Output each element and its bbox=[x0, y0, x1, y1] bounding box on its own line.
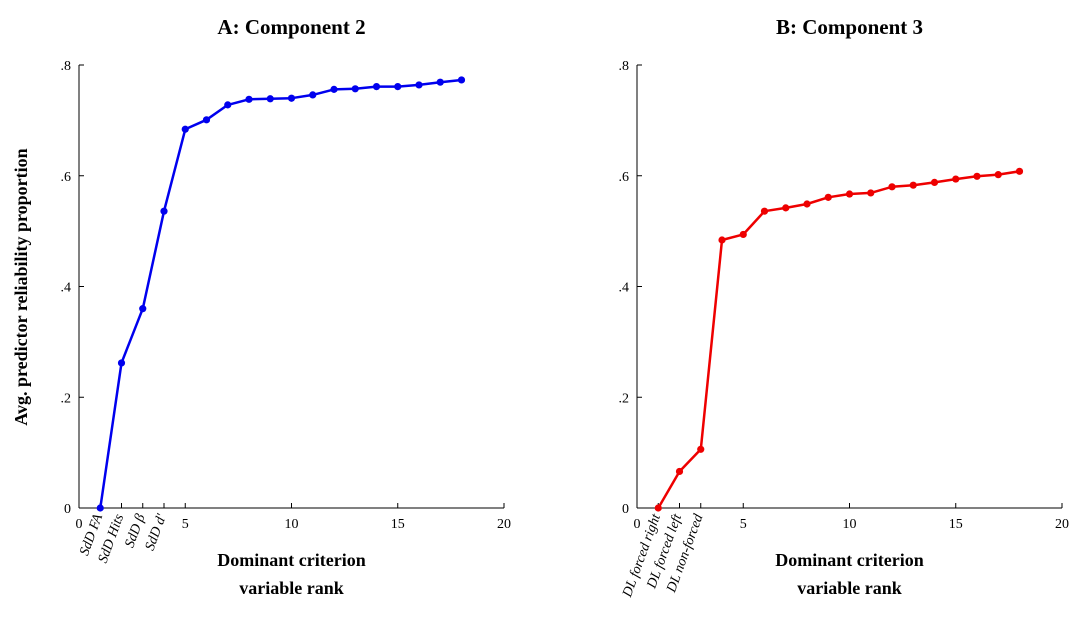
x-axis-label-a: Dominant criterion bbox=[217, 550, 365, 570]
series-line-b bbox=[657, 170, 1020, 509]
data-point-b bbox=[697, 445, 705, 453]
data-point-b bbox=[845, 190, 854, 198]
data-point-b bbox=[739, 230, 747, 239]
x-tick-label-a: 15 bbox=[391, 517, 405, 532]
x-tick-label-b: 20 bbox=[1055, 517, 1069, 532]
data-point-b bbox=[718, 236, 726, 244]
data-point-b bbox=[824, 193, 832, 201]
y-tick-label-a: .8 bbox=[61, 59, 72, 74]
data-point-a bbox=[160, 207, 168, 215]
x-axis-label-a: variable rank bbox=[239, 578, 344, 598]
data-point-b bbox=[654, 504, 662, 512]
x-tick-label-b: 0 bbox=[634, 517, 641, 532]
data-point-b bbox=[994, 171, 1002, 179]
data-point-b bbox=[675, 467, 684, 476]
data-point-a bbox=[372, 82, 381, 91]
y-tick-label-a: .2 bbox=[61, 391, 72, 406]
y-tick-label-b: .4 bbox=[619, 281, 630, 296]
x-tick-label-a: 10 bbox=[285, 517, 299, 532]
data-point-a bbox=[287, 94, 296, 102]
data-point-a bbox=[139, 305, 147, 313]
x-tick-label-a: 5 bbox=[182, 517, 189, 532]
chart-title-a: A: Component 2 bbox=[217, 15, 365, 39]
data-point-a bbox=[330, 85, 338, 93]
data-point-a bbox=[202, 116, 211, 124]
y-axis-label: Avg. predictor reliability proportion bbox=[11, 148, 31, 425]
data-point-a bbox=[351, 85, 359, 93]
data-point-b bbox=[952, 175, 960, 183]
y-tick-label-a: 0 bbox=[64, 502, 71, 517]
data-point-a bbox=[457, 76, 466, 84]
chart-title-b: B: Component 3 bbox=[776, 15, 923, 39]
y-tick-label-a: .6 bbox=[61, 170, 72, 185]
x-axis-label-b: variable rank bbox=[797, 578, 902, 598]
data-point-b bbox=[803, 200, 811, 208]
data-point-a bbox=[224, 101, 232, 109]
x-tick-label-a: 0 bbox=[76, 517, 83, 532]
data-point-b bbox=[1015, 167, 1024, 175]
series-line-a bbox=[99, 78, 462, 509]
y-tick-label-a: .4 bbox=[61, 281, 72, 296]
y-tick-label-b: .8 bbox=[619, 59, 630, 74]
data-point-a bbox=[245, 95, 253, 103]
y-tick-label-b: 0 bbox=[622, 502, 629, 517]
data-point-a bbox=[309, 91, 317, 99]
data-point-a bbox=[394, 82, 402, 91]
data-point-b bbox=[909, 181, 917, 189]
x-tick-label-b: 15 bbox=[949, 517, 963, 532]
data-point-a bbox=[436, 78, 444, 86]
data-point-a bbox=[415, 81, 423, 89]
data-point-b bbox=[782, 204, 790, 212]
data-point-a bbox=[266, 95, 274, 103]
data-point-b bbox=[930, 178, 939, 186]
x-axis-label-b: Dominant criterion bbox=[775, 550, 923, 570]
y-tick-label-b: .2 bbox=[619, 391, 630, 406]
x-tick-label-b: 5 bbox=[740, 517, 747, 532]
data-point-b bbox=[760, 207, 769, 215]
data-point-a bbox=[96, 504, 104, 512]
y-tick-label-b: .6 bbox=[619, 170, 630, 185]
data-point-b bbox=[888, 183, 896, 191]
data-point-a bbox=[181, 125, 189, 133]
x-tick-label-b: 10 bbox=[843, 517, 857, 532]
data-point-b bbox=[973, 172, 981, 180]
data-point-b bbox=[867, 189, 875, 197]
x-tick-label-a: 20 bbox=[497, 517, 511, 532]
data-point-a bbox=[117, 359, 126, 367]
